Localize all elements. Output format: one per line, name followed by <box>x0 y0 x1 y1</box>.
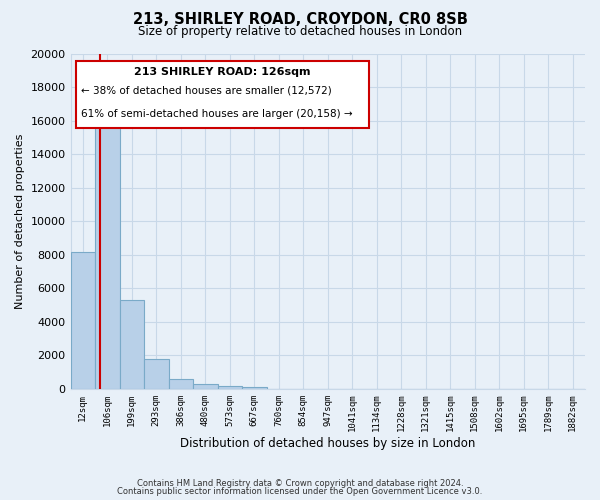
Bar <box>119 300 144 389</box>
Bar <box>169 379 193 389</box>
Bar <box>144 359 169 389</box>
Y-axis label: Number of detached properties: Number of detached properties <box>15 134 25 309</box>
Text: Contains public sector information licensed under the Open Government Licence v3: Contains public sector information licen… <box>118 487 482 496</box>
Text: Contains HM Land Registry data © Crown copyright and database right 2024.: Contains HM Land Registry data © Crown c… <box>137 478 463 488</box>
Text: ← 38% of detached houses are smaller (12,572): ← 38% of detached houses are smaller (12… <box>81 86 332 96</box>
Bar <box>71 252 95 389</box>
Bar <box>193 384 218 389</box>
FancyBboxPatch shape <box>76 60 369 128</box>
Bar <box>242 388 266 389</box>
Bar <box>95 111 119 389</box>
Text: 61% of semi-detached houses are larger (20,158) →: 61% of semi-detached houses are larger (… <box>81 110 352 120</box>
Text: 213 SHIRLEY ROAD: 126sqm: 213 SHIRLEY ROAD: 126sqm <box>134 68 311 78</box>
Bar <box>218 386 242 389</box>
X-axis label: Distribution of detached houses by size in London: Distribution of detached houses by size … <box>180 437 475 450</box>
Text: Size of property relative to detached houses in London: Size of property relative to detached ho… <box>138 25 462 38</box>
Text: 213, SHIRLEY ROAD, CROYDON, CR0 8SB: 213, SHIRLEY ROAD, CROYDON, CR0 8SB <box>133 12 467 28</box>
